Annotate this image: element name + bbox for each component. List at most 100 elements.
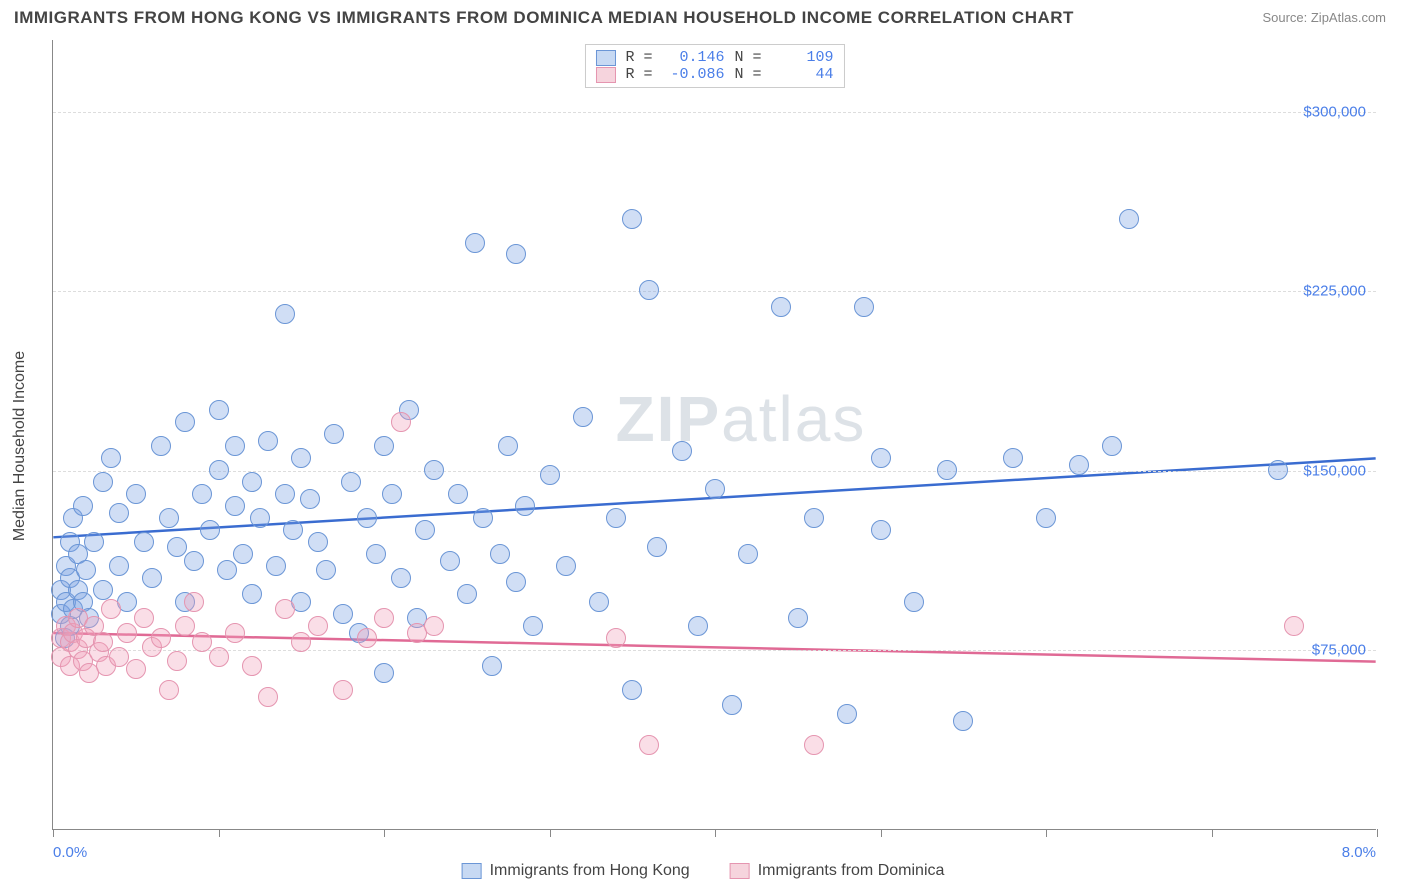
- data-point: [837, 704, 857, 724]
- data-point: [515, 496, 535, 516]
- x-tick: [1212, 829, 1213, 837]
- data-point: [93, 580, 113, 600]
- x-axis-min-label: 0.0%: [53, 844, 87, 861]
- data-point: [225, 623, 245, 643]
- data-point: [151, 628, 171, 648]
- x-tick: [53, 829, 54, 837]
- data-point: [126, 484, 146, 504]
- data-point: [101, 448, 121, 468]
- data-point: [788, 608, 808, 628]
- data-point: [622, 680, 642, 700]
- data-point: [233, 544, 253, 564]
- data-point: [134, 608, 154, 628]
- data-point: [142, 568, 162, 588]
- data-point: [134, 532, 154, 552]
- data-point: [167, 651, 187, 671]
- data-point: [415, 520, 435, 540]
- data-point: [242, 584, 262, 604]
- data-point: [308, 616, 328, 636]
- data-point: [109, 503, 129, 523]
- n-value: 109: [772, 49, 834, 66]
- data-point: [192, 632, 212, 652]
- legend-swatch: [595, 67, 615, 83]
- data-point: [167, 537, 187, 557]
- data-point: [366, 544, 386, 564]
- n-label: N =: [735, 49, 762, 66]
- x-tick: [384, 829, 385, 837]
- data-point: [871, 448, 891, 468]
- x-tick: [550, 829, 551, 837]
- legend-item: Immigrants from Dominica: [730, 862, 945, 880]
- data-point: [333, 680, 353, 700]
- data-point: [184, 551, 204, 571]
- data-point: [333, 604, 353, 624]
- y-tick-label: $75,000: [1312, 642, 1366, 659]
- legend-swatch: [462, 863, 482, 879]
- n-value: 44: [772, 66, 834, 83]
- data-point: [93, 472, 113, 492]
- r-label: R =: [625, 66, 652, 83]
- data-point: [374, 436, 394, 456]
- grid-line: [53, 650, 1376, 651]
- data-point: [606, 628, 626, 648]
- x-tick: [1377, 829, 1378, 837]
- r-value: -0.086: [663, 66, 725, 83]
- data-point: [126, 659, 146, 679]
- data-point: [556, 556, 576, 576]
- data-point: [341, 472, 361, 492]
- data-point: [490, 544, 510, 564]
- x-tick: [881, 829, 882, 837]
- data-point: [175, 412, 195, 432]
- legend-swatch: [595, 50, 615, 66]
- data-point: [159, 680, 179, 700]
- data-point: [200, 520, 220, 540]
- data-point: [606, 508, 626, 528]
- grid-line: [53, 291, 1376, 292]
- data-point: [184, 592, 204, 612]
- data-point: [84, 532, 104, 552]
- x-axis-max-label: 8.0%: [1342, 844, 1376, 861]
- data-point: [705, 479, 725, 499]
- data-point: [374, 663, 394, 683]
- data-point: [300, 489, 320, 509]
- data-point: [275, 599, 295, 619]
- data-point: [217, 560, 237, 580]
- legend-label: Immigrants from Hong Kong: [490, 862, 690, 880]
- data-point: [291, 448, 311, 468]
- data-point: [209, 647, 229, 667]
- data-point: [242, 472, 262, 492]
- data-point: [324, 424, 344, 444]
- data-point: [804, 735, 824, 755]
- data-point: [291, 632, 311, 652]
- data-point: [647, 537, 667, 557]
- data-point: [275, 484, 295, 504]
- data-point: [672, 441, 692, 461]
- data-point: [440, 551, 460, 571]
- stats-legend: R =0.146N =109R =-0.086N =44: [584, 44, 844, 88]
- data-point: [424, 616, 444, 636]
- data-point: [1119, 209, 1139, 229]
- data-point: [250, 508, 270, 528]
- data-point: [1003, 448, 1023, 468]
- data-point: [804, 508, 824, 528]
- data-point: [357, 628, 377, 648]
- data-point: [242, 656, 262, 676]
- data-point: [1069, 455, 1089, 475]
- data-point: [540, 465, 560, 485]
- data-point: [109, 556, 129, 576]
- data-point: [283, 520, 303, 540]
- data-point: [904, 592, 924, 612]
- data-point: [93, 632, 113, 652]
- data-point: [382, 484, 402, 504]
- data-point: [1268, 460, 1288, 480]
- data-point: [73, 496, 93, 516]
- data-point: [688, 616, 708, 636]
- data-point: [953, 711, 973, 731]
- data-point: [465, 233, 485, 253]
- data-point: [266, 556, 286, 576]
- data-point: [738, 544, 758, 564]
- y-tick-label: $225,000: [1303, 283, 1366, 300]
- data-point: [722, 695, 742, 715]
- data-point: [76, 560, 96, 580]
- data-point: [622, 209, 642, 229]
